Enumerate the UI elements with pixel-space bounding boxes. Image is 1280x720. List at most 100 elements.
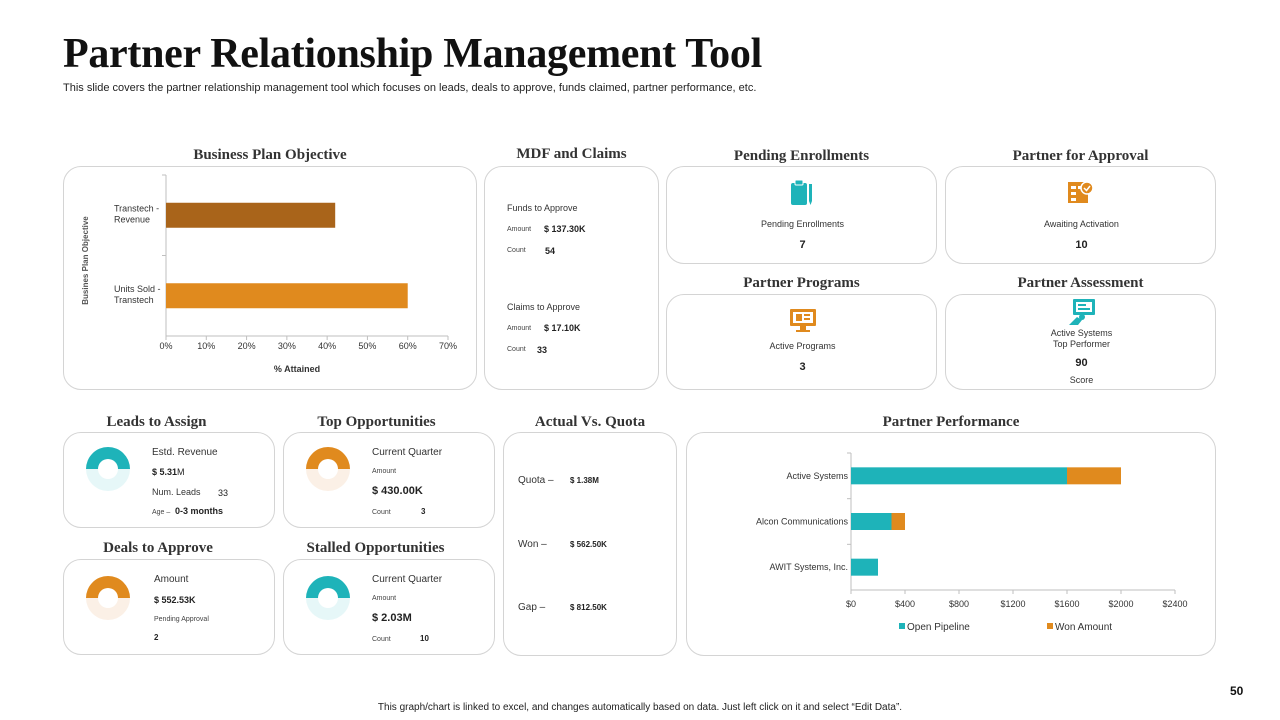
partner-programs-card: Active Programs 3 <box>666 294 937 390</box>
top-opps-count-label: Count <box>372 509 391 516</box>
top-opps-donut <box>306 447 350 491</box>
legend-label-1: Open Pipeline <box>907 622 970 633</box>
bar-1 <box>166 202 336 228</box>
x-axis-title: % Attained <box>274 364 320 374</box>
clipboard-icon <box>791 179 812 205</box>
pending-enrollments-label: Pending Enrollments <box>760 219 845 229</box>
pending-enrollments-title: Pending Enrollments <box>733 148 870 164</box>
top-opps-amount: $ 430.00K <box>372 485 423 497</box>
partner-assessment-title: Partner Assessment <box>1017 275 1144 291</box>
quota-title: Actual Vs. Quota <box>534 414 646 430</box>
x-tick-label: $400 <box>895 599 915 609</box>
gap-value: $ 812.50K <box>570 603 607 612</box>
quota-card: Quota – $ 1.38M Won – $ 562.50K Gap – $ … <box>503 432 677 656</box>
mdf-card: Funds to Approve Amount $ 137.30K Count … <box>484 166 659 390</box>
claims-amount: $ 17.10K <box>544 323 581 333</box>
top-opps-amount-label: Amount <box>372 468 397 475</box>
page-title: Partner Relationship Management Tool <box>63 31 762 77</box>
page-number: 50 <box>1230 684 1244 698</box>
stalled-count-label: Count <box>372 636 391 643</box>
funds-label: Funds to Approve <box>507 203 578 213</box>
bar-2 <box>166 283 408 309</box>
top-performer-label: Top Performer <box>1052 339 1111 349</box>
legend-swatch-2 <box>1047 623 1053 629</box>
x-tick-label: $2000 <box>1108 599 1133 609</box>
top-opps-title: Top Opportunities <box>317 414 436 430</box>
top-opps-quarter-label: Current Quarter <box>372 447 443 458</box>
num-leads-label: Num. Leads <box>152 487 201 497</box>
monitor-icon <box>790 309 816 332</box>
active-systems-label: Active Systems <box>1050 328 1113 338</box>
business-plan-chart[interactable]: Transtech -Revenue Units Sold -Transtech 0… <box>64 167 476 389</box>
x-tick-label: 30% <box>278 341 296 351</box>
mdf-title: MDF and Claims <box>516 146 627 162</box>
y-axis-title: Busines Plan Objective <box>81 216 90 305</box>
leads-title: Leads to Assign <box>106 414 207 430</box>
quota-label: Quota – <box>518 475 554 486</box>
quota-value: $ 1.38M <box>570 476 599 485</box>
claims-label: Claims to Approve <box>507 302 581 312</box>
bar-label-1: Transtech -Revenue <box>114 203 159 224</box>
legend-label-2: Won Amount <box>1055 622 1112 633</box>
pending-enrollments-card: Pending Enrollments 7 <box>666 166 937 264</box>
x-tick-label: $0 <box>846 599 856 609</box>
x-tick-label: $800 <box>949 599 969 609</box>
deals-amount-label: Amount <box>154 574 189 585</box>
approval-document-icon <box>1068 181 1094 203</box>
pending-enrollments-value: 7 <box>799 239 806 251</box>
category-label-1: Active Systems <box>786 471 848 481</box>
funds-amount: $ 137.30K <box>544 224 586 234</box>
deals-pending-label: Pending Approval <box>154 616 209 623</box>
deals-amount: $ 552.53K <box>154 595 196 605</box>
performance-chart[interactable]: Active Systems Alcon Communications AWIT S… <box>687 433 1215 655</box>
claims-count-label: Count <box>507 346 526 353</box>
leads-card: Estd. Revenue $ 5.31M Num. Leads 33 Age … <box>63 432 275 528</box>
partner-approval-title: Partner for Approval <box>1012 148 1149 164</box>
x-tick-label: $1200 <box>1000 599 1025 609</box>
business-plan-title: Business Plan Objective <box>193 147 347 163</box>
footer-note: This graph/chart is linked to excel, and… <box>377 702 903 713</box>
bar-2-2 <box>891 513 905 530</box>
funds-count-label: Count <box>507 247 526 254</box>
leads-donut <box>86 447 130 491</box>
x-tick-label: 20% <box>238 341 256 351</box>
won-value: $ 562.50K <box>570 540 607 549</box>
x-tick-label: 40% <box>318 341 336 351</box>
category-label-3: AWIT Systems, Inc. <box>769 562 848 572</box>
top-opps-card: Current Quarter Amount $ 430.00K Count 3 <box>283 432 495 528</box>
awaiting-activation-label: Awaiting Activation <box>1044 219 1119 229</box>
active-programs-value: 3 <box>799 361 806 373</box>
deals-title: Deals to Approve <box>103 540 213 556</box>
score-label: Score <box>1069 375 1094 385</box>
partner-approval-card: Awaiting Activation 10 <box>945 166 1216 264</box>
revenue-label: Estd. Revenue <box>152 447 218 458</box>
awaiting-activation-value: 10 <box>1075 239 1088 251</box>
bar-3-1 <box>851 558 878 576</box>
gap-label: Gap – <box>518 602 546 613</box>
x-tick-label: $1600 <box>1054 599 1079 609</box>
bar-2-1 <box>851 513 892 530</box>
deals-card: Amount $ 552.53K Pending Approval 2 <box>63 559 275 655</box>
funds-count: 54 <box>545 246 556 256</box>
bar-label-2: Units Sold -Transtech <box>114 284 161 305</box>
revenue-value: $ 5.31M <box>152 467 185 477</box>
age-value: 0-3 months <box>175 506 224 516</box>
stalled-card: Current Quarter Amount $ 2.03M Count 10 <box>283 559 495 655</box>
active-programs-label: Active Programs <box>769 341 836 351</box>
stalled-count: 10 <box>420 634 429 643</box>
stalled-amount: $ 2.03M <box>372 612 412 624</box>
score-value: 90 <box>1075 357 1088 369</box>
funds-amount-label: Amount <box>507 226 532 233</box>
age-label: Age – <box>152 509 171 516</box>
claims-count: 33 <box>537 345 548 355</box>
page-subtitle: This slide covers the partner relationsh… <box>63 82 757 94</box>
category-label-2: Alcon Communications <box>756 517 849 527</box>
performance-title: Partner Performance <box>882 414 1020 430</box>
x-tick-label: 10% <box>197 341 215 351</box>
partner-programs-title: Partner Programs <box>743 275 860 291</box>
x-tick-label: 70% <box>439 341 457 351</box>
claims-amount-label: Amount <box>507 325 532 332</box>
bar-1-2 <box>1067 467 1121 485</box>
x-tick-label: 60% <box>399 341 417 351</box>
business-plan-card: Transtech -Revenue Units Sold -Transtech 0… <box>63 166 477 390</box>
